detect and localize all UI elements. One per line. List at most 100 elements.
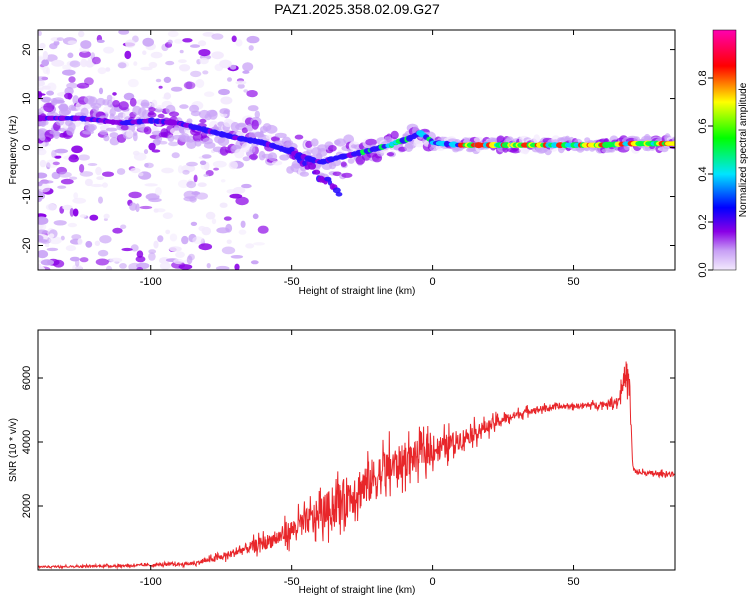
spectrum-blob (45, 54, 58, 62)
spectrum-blob (202, 70, 209, 75)
spectrum-blob (97, 249, 109, 257)
spectrum-blob (267, 152, 278, 162)
spectrum-blob (181, 235, 189, 245)
spectrum-blob (112, 227, 123, 234)
spectrum-blob (53, 130, 60, 139)
spectrum-blob (130, 167, 141, 174)
spectrum-blob (234, 263, 240, 270)
spectrogram-ylabel: Frequency (Hz) (8, 116, 19, 185)
spectrum-blob (220, 96, 233, 105)
spectrum-blob (168, 141, 179, 147)
spectrum-blob (163, 92, 172, 100)
spectrum-blob (71, 145, 83, 154)
spectrum-blob (67, 52, 74, 59)
spectrum-blob (62, 204, 73, 211)
spectrum-blob (109, 257, 123, 263)
spectrogram-frame (37, 29, 676, 271)
spectrum-blob (42, 50, 49, 60)
spectrum-blob (46, 247, 59, 252)
spectrum-blob (79, 171, 94, 177)
spectrum-blob (126, 129, 133, 138)
spectrum-blob (39, 42, 46, 49)
spectrum-blob (170, 86, 183, 92)
spectrum-blob (80, 107, 89, 117)
spectrum-blob (136, 267, 143, 270)
spectrum-blob (105, 127, 118, 132)
spectrum-blob (341, 172, 353, 178)
spectrum-blob (97, 39, 105, 43)
spectrum-blob (142, 50, 147, 55)
spectrum-blob (195, 79, 205, 88)
spectrum-blob (85, 240, 93, 248)
spectrum-blob (340, 161, 347, 167)
spectrum-blob (41, 97, 51, 103)
spectrum-blob (38, 229, 48, 234)
spectrum-blob (57, 171, 72, 178)
spectrum-blob (79, 214, 87, 218)
spectrum-blob (312, 169, 321, 175)
spectrum-blob (148, 252, 156, 261)
spectrum-blob (234, 148, 245, 159)
spectrum-blob (79, 164, 85, 173)
spectrum-blob (78, 30, 85, 38)
spectrum-blob (103, 46, 115, 54)
spectrum-blob (140, 66, 153, 71)
spectrum-blob (178, 179, 190, 189)
spectrum-blob (202, 32, 215, 37)
spectrum-blob (165, 229, 171, 235)
spectrum-blob (109, 132, 119, 139)
spectrum-blob (241, 183, 252, 189)
spectrum-blob (328, 145, 337, 152)
snr-series-line (38, 361, 675, 570)
spectrum-blob (44, 243, 50, 248)
x-tick-label: -50 (284, 576, 300, 588)
spectrum-blob (105, 265, 113, 270)
spectrum-blob (132, 132, 138, 142)
spectrum-blob (212, 160, 227, 168)
spectrum-blob (133, 152, 147, 161)
colorbar-tick-label: 0.6 (697, 118, 709, 133)
spectrum-blob (151, 99, 158, 108)
spectrum-blob (91, 56, 101, 65)
spectrum-blob (48, 233, 55, 238)
spectrum-blob (332, 171, 342, 177)
spectrum-blob (179, 49, 184, 54)
spectrum-blob (250, 260, 259, 265)
spectrum-blob (215, 265, 230, 270)
spectrum-blob (533, 134, 541, 145)
spectrum-blob (199, 118, 207, 124)
spectrum-blob (509, 148, 521, 154)
spectrum-blob (199, 160, 207, 166)
spectrum-blob (203, 173, 210, 177)
spectrum-blob (245, 243, 255, 249)
spectrum-blob (68, 122, 76, 132)
spectrum-blob (79, 257, 89, 263)
spectrum-blob (144, 183, 158, 187)
spectrum-blob (194, 140, 202, 147)
spectrum-blob (120, 224, 127, 230)
spectrum-blob (246, 35, 260, 44)
colorbar-tick-label: 0.0 (697, 262, 709, 277)
spectrum-blob (186, 181, 197, 189)
spectrum-blob (38, 92, 42, 97)
spectrum-blob (87, 163, 98, 166)
spectrum-blob (85, 60, 95, 68)
spectrum-blob (153, 240, 159, 249)
spectrum-blob (246, 90, 258, 98)
spectrum-blob (95, 166, 102, 176)
snr-ticks: -100 -50 0 50 2000 4000 6000 (21, 330, 675, 588)
spectrum-blob (219, 202, 228, 208)
spectrum-blob (219, 59, 232, 69)
spectrum-blob (56, 37, 64, 41)
spectrum-blob (48, 236, 62, 245)
spectrum-blob (73, 192, 79, 200)
spectrum-blob (143, 126, 152, 135)
spectrum-blob (182, 169, 190, 175)
spectrum-blob (52, 97, 64, 104)
spectrum-blob (150, 51, 163, 59)
spectrum-blob (60, 235, 65, 241)
spectrum-blob (294, 134, 304, 140)
spectrum-blob (151, 149, 161, 153)
spectrum-blob (248, 45, 254, 51)
spectrum-blob (155, 78, 162, 83)
